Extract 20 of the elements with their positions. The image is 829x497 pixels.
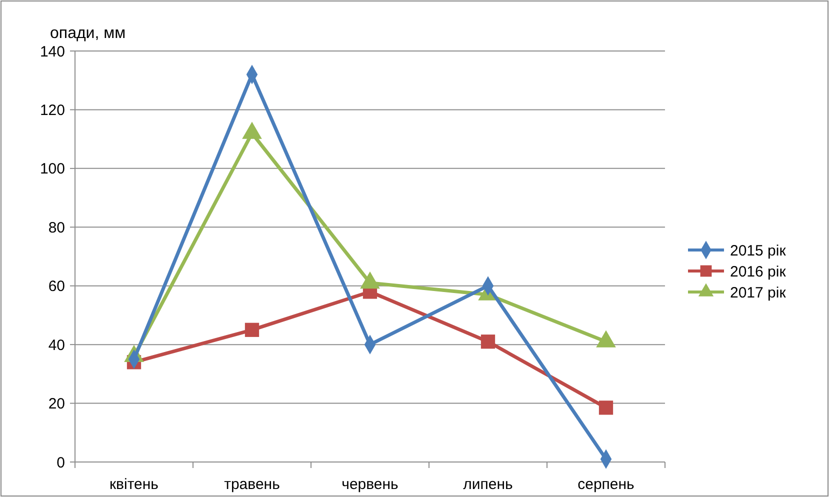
y-tick-label: 20 bbox=[48, 396, 65, 413]
y-tick-label: 60 bbox=[48, 278, 65, 296]
point bbox=[480, 334, 496, 349]
x-tick-label: травень bbox=[224, 476, 280, 493]
y-tick-label: 40 bbox=[48, 336, 65, 354]
point bbox=[598, 400, 614, 415]
legend-label: 2015 рік bbox=[730, 242, 786, 260]
legend-label: 2016 рік bbox=[730, 263, 786, 280]
x-tick-label: серпень bbox=[578, 476, 635, 493]
y-tick-label: 120 bbox=[40, 102, 65, 119]
y-tick-label: 100 bbox=[40, 160, 65, 178]
y-tick-label: 140 bbox=[40, 43, 65, 60]
point bbox=[244, 322, 260, 337]
y-axis-title: опади, мм bbox=[50, 25, 126, 42]
x-tick-label: липень bbox=[463, 476, 514, 493]
y-tick-label: 80 bbox=[48, 219, 65, 236]
legend-label: 2017 рік bbox=[730, 284, 786, 302]
x-tick-label: квітень bbox=[109, 476, 159, 493]
x-tick-label: червень bbox=[342, 476, 399, 493]
y-tick-label: 0 bbox=[56, 454, 65, 472]
